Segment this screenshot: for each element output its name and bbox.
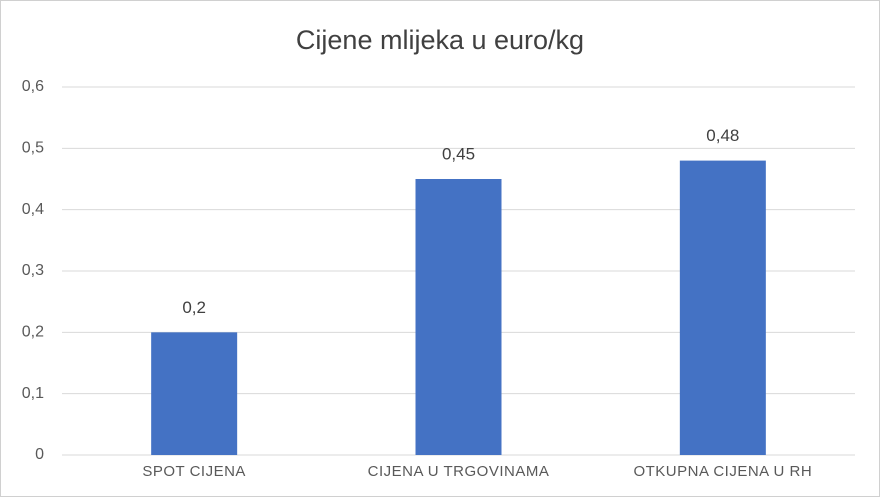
data-label: 0,48 bbox=[706, 126, 739, 145]
y-tick-label: 0,5 bbox=[22, 140, 44, 157]
y-tick-label: 0,4 bbox=[22, 201, 44, 218]
x-tick-label: CIJENA U TRGOVINAMA bbox=[368, 463, 550, 480]
bar bbox=[415, 179, 502, 455]
y-tick-label: 0 bbox=[35, 446, 44, 463]
y-tick-label: 0,1 bbox=[22, 385, 44, 402]
y-tick-label: 0,2 bbox=[22, 324, 44, 341]
bar bbox=[679, 160, 766, 455]
chart-title: Cijene mlijeka u euro/kg bbox=[296, 25, 584, 55]
y-tick-label: 0,3 bbox=[22, 262, 44, 279]
y-tick-label: 0,6 bbox=[22, 78, 44, 95]
data-label: 0,2 bbox=[182, 298, 206, 317]
bar bbox=[151, 332, 238, 455]
x-tick-label: SPOT CIJENA bbox=[142, 463, 246, 480]
data-label: 0,45 bbox=[442, 144, 475, 163]
x-tick-label: OTKUPNA CIJENA U RH bbox=[633, 463, 812, 480]
